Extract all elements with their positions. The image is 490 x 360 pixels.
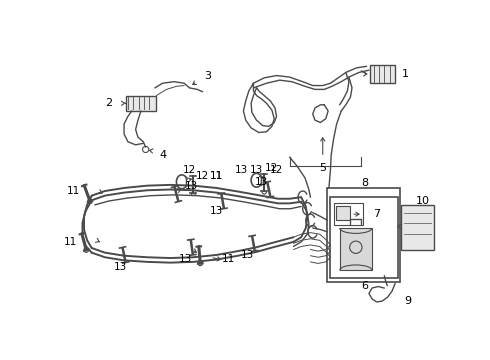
Bar — [336, 206, 350, 220]
Text: 13: 13 — [250, 165, 263, 175]
Text: 8: 8 — [361, 178, 368, 188]
Text: 11: 11 — [221, 254, 235, 264]
Bar — [125, 95, 156, 111]
Text: 13: 13 — [241, 250, 254, 260]
Bar — [327, 188, 400, 282]
Bar — [340, 228, 372, 270]
Text: 2: 2 — [105, 98, 112, 108]
Text: 7: 7 — [373, 209, 380, 219]
Text: 10: 10 — [416, 196, 430, 206]
Text: 12: 12 — [196, 171, 209, 181]
Text: 11: 11 — [210, 171, 223, 181]
Text: 12: 12 — [265, 163, 278, 173]
Bar — [401, 205, 434, 249]
Text: 5: 5 — [319, 163, 326, 173]
Text: 13: 13 — [210, 206, 223, 216]
Text: 12: 12 — [183, 165, 196, 175]
Text: 3: 3 — [204, 71, 211, 81]
Text: 11: 11 — [64, 237, 77, 247]
Text: 11: 11 — [67, 186, 80, 196]
Text: 6: 6 — [361, 281, 368, 291]
Text: 4: 4 — [159, 150, 166, 160]
Text: 13: 13 — [185, 181, 198, 191]
Text: 13: 13 — [235, 165, 248, 175]
Bar — [334, 203, 363, 225]
Bar — [330, 197, 398, 278]
Text: 12: 12 — [270, 165, 283, 175]
Text: 13: 13 — [114, 261, 127, 271]
Text: 13: 13 — [254, 177, 268, 187]
Bar — [370, 65, 395, 83]
Text: 9: 9 — [404, 296, 411, 306]
Text: 1: 1 — [402, 69, 409, 79]
Text: 13: 13 — [179, 254, 192, 264]
Text: 11: 11 — [210, 171, 223, 181]
